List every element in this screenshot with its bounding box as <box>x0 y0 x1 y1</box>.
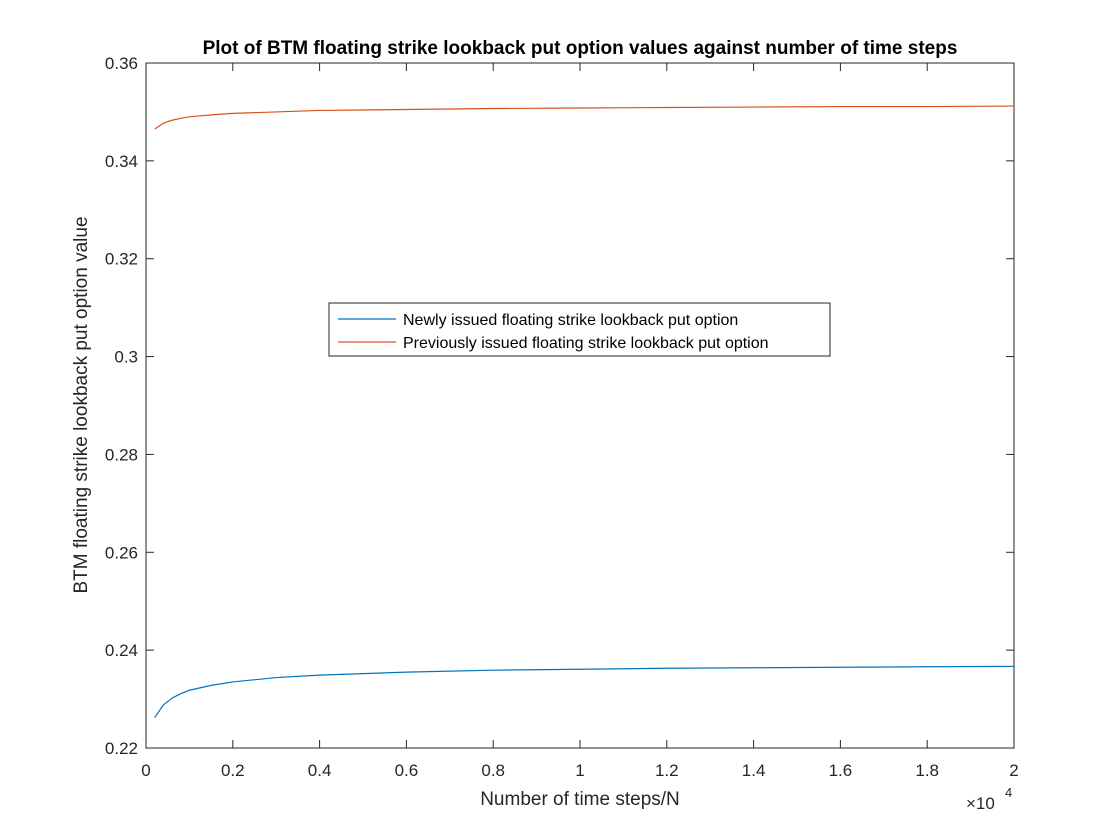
x-tick-label: 0 <box>141 761 150 780</box>
plot-area <box>145 62 1015 749</box>
y-tick-label: 0.28 <box>105 445 138 464</box>
y-tick-label: 0.32 <box>105 250 138 269</box>
x-axis-label: Number of time steps/N <box>480 789 680 810</box>
x-tick-label: 1.8 <box>915 761 939 780</box>
axes-box <box>145 62 1015 749</box>
y-tick-label: 0.3 <box>114 348 138 367</box>
legend-label-previously-issued: Previously issued floating strike lookba… <box>403 335 769 352</box>
series-line-0 <box>154 665 1015 718</box>
x-axis-exponent-power: 4 <box>1005 785 1012 800</box>
y-tick-label: 0.26 <box>105 543 138 562</box>
x-axis-exponent-base: ×10 <box>966 794 995 813</box>
x-tick-label: 0.8 <box>481 761 505 780</box>
series-line-1 <box>154 105 1015 130</box>
x-axis-exponent: ×10 4 <box>966 785 1012 813</box>
x-axis-ticks: 0 0.2 0.4 0.6 0.8 1 1.2 1.4 1.6 1.8 2 <box>141 63 1019 780</box>
x-tick-label: 1.4 <box>742 761 766 780</box>
legend[interactable]: Newly issued floating strike lookback pu… <box>328 302 831 357</box>
legend-box <box>328 302 831 357</box>
x-tick-label: 2 <box>1009 761 1018 780</box>
y-tick-label: 0.36 <box>105 54 138 73</box>
x-tick-label: 0.2 <box>221 761 245 780</box>
y-tick-label: 0.34 <box>105 152 138 171</box>
y-axis-label: BTM floating strike lookback put option … <box>71 216 92 593</box>
y-tick-label: 0.22 <box>105 739 138 758</box>
x-tick-label: 1.6 <box>829 761 853 780</box>
legend-label-newly-issued: Newly issued floating strike lookback pu… <box>403 312 738 329</box>
series-layer <box>154 105 1015 718</box>
chart-title: Plot of BTM floating strike lookback put… <box>203 38 958 59</box>
y-axis-ticks: 0.22 0.24 0.26 0.28 0.3 0.32 0.34 0.36 <box>105 54 1014 758</box>
x-tick-label: 1.2 <box>655 761 679 780</box>
x-tick-label: 1 <box>575 761 584 780</box>
x-tick-label: 0.4 <box>308 761 332 780</box>
y-tick-label: 0.24 <box>105 641 138 660</box>
x-tick-label: 0.6 <box>395 761 419 780</box>
